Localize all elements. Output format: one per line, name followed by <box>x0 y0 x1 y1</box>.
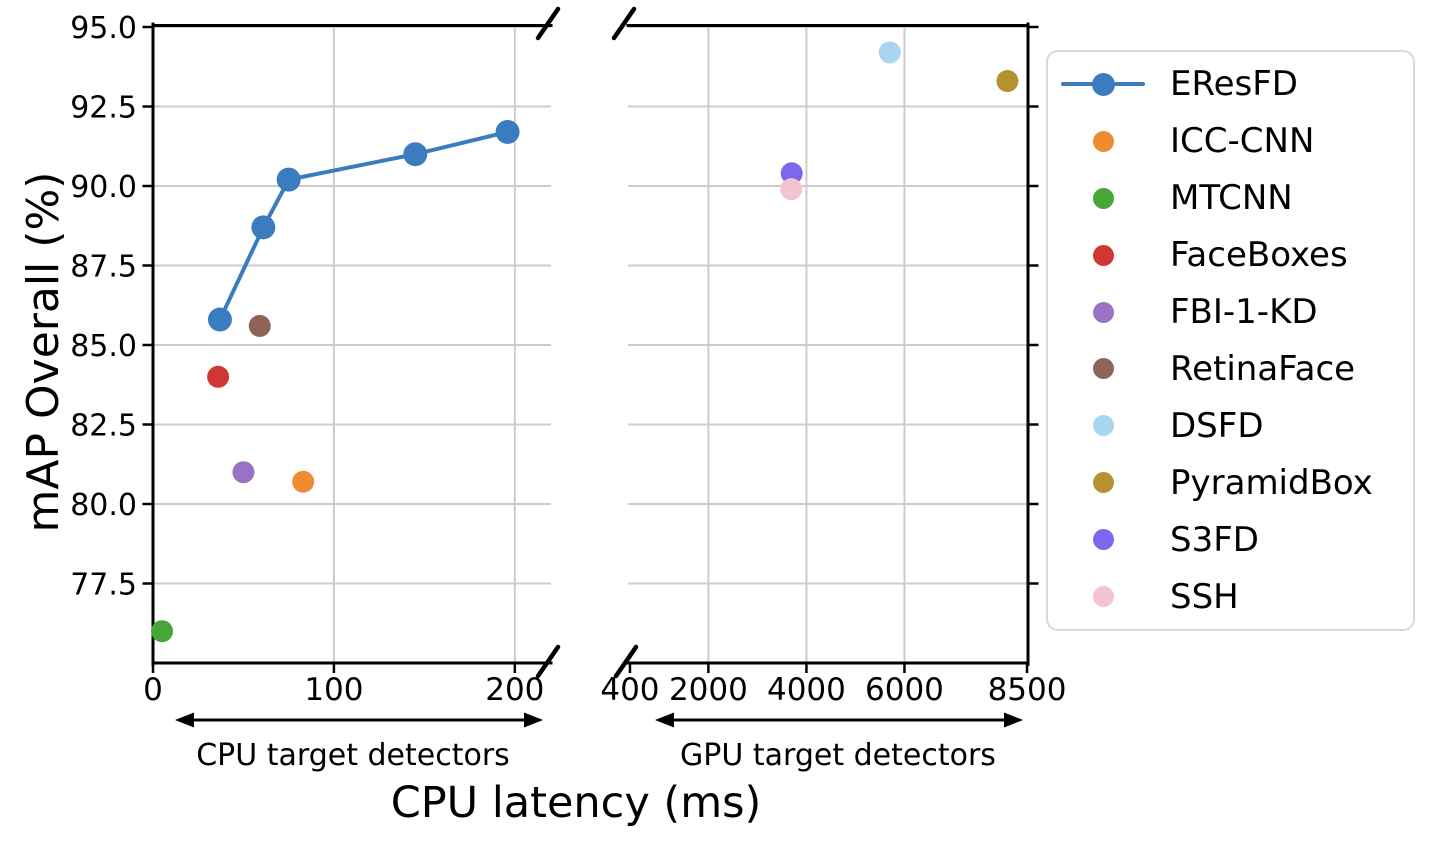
legend-dot-icon <box>1092 301 1114 323</box>
ssh-marker-icon <box>1061 585 1145 609</box>
cpu-range-arrow-head-left <box>175 712 194 728</box>
data-point-pyramidbox <box>996 70 1019 93</box>
legend-item-pyramidbox: PyramidBox <box>1048 454 1413 511</box>
data-point-eresfd <box>495 119 520 144</box>
axis-break-icon-right-bottom <box>613 644 639 679</box>
y-tick-label-82.5: 82.5 <box>70 409 137 444</box>
gpu-range-arrow-head-left <box>655 712 674 728</box>
legend-label-eresfd: EResFD <box>1170 64 1298 105</box>
cpu-range-arrow-head-right <box>524 712 543 728</box>
y-tick-label-80: 80.0 <box>70 488 137 523</box>
data-point-icc-cnn <box>292 470 315 493</box>
data-point-s3fd <box>780 162 803 185</box>
legend-item-fbi-1-kd: FBI-1-KD <box>1048 284 1413 341</box>
x-tick-label-4000: 4000 <box>767 672 846 708</box>
legend-dot-icon <box>1092 244 1114 266</box>
legend-dot-icon <box>1092 187 1114 209</box>
retinaface-marker-icon <box>1061 357 1145 381</box>
y-tick-label-95: 95.0 <box>70 11 137 46</box>
x-tick-label-400: 400 <box>600 672 659 708</box>
data-point-eresfd <box>251 215 276 240</box>
x-tick-label-0: 0 <box>143 672 163 708</box>
data-point-faceboxes <box>207 365 230 388</box>
data-point-eresfd <box>403 142 428 167</box>
legend-dot-icon <box>1092 472 1114 494</box>
faceboxes-marker-icon <box>1061 243 1145 267</box>
legend-item-s3fd: S3FD <box>1048 511 1413 568</box>
data-point-eresfd <box>207 307 232 332</box>
legend-dot-icon <box>1091 72 1115 96</box>
legend-dot-icon <box>1092 415 1114 437</box>
y-tick-label-87.5: 87.5 <box>70 250 137 285</box>
legend-item-mtcnn: MTCNN <box>1048 170 1413 227</box>
legend-label-pyramidbox: PyramidBox <box>1170 462 1373 503</box>
legend-label-icc-cnn: ICC-CNN <box>1170 121 1315 162</box>
x-tick-label-8500: 8500 <box>988 672 1067 708</box>
legend-label-retinaface: RetinaFace <box>1170 348 1356 389</box>
x-tick-label-2000: 2000 <box>669 672 748 708</box>
cpu-detectors-caption: CPU target detectors <box>196 738 510 773</box>
y-axis-title: mAP Overall (%) <box>18 171 69 533</box>
legend-label-s3fd: S3FD <box>1170 519 1259 560</box>
data-point-mtcnn <box>151 620 174 643</box>
data-point-retinaface <box>248 314 271 337</box>
y-tick-label-90: 90.0 <box>70 170 137 205</box>
axis-break-icon-left-top <box>535 6 561 41</box>
legend-label-fbi-1-kd: FBI-1-KD <box>1170 292 1318 333</box>
x-tick-label-200: 200 <box>485 672 544 708</box>
legend-item-dsfd: DSFD <box>1048 397 1413 454</box>
legend-item-ssh: SSH <box>1048 568 1413 625</box>
y-tick-label-92.5: 92.5 <box>70 91 137 126</box>
legend-label-dsfd: DSFD <box>1170 405 1264 446</box>
legend-item-retinaface: RetinaFace <box>1048 341 1413 398</box>
axis-break-icon-right-top <box>611 6 637 41</box>
left-panel-spines <box>151 22 553 666</box>
y-tick-label-85: 85.0 <box>70 329 137 364</box>
legend-dot-icon <box>1092 586 1114 608</box>
legend-label-faceboxes: FaceBoxes <box>1170 235 1348 276</box>
data-point-fbi-1-kd <box>232 461 255 484</box>
icc-cnn-marker-icon <box>1061 129 1145 153</box>
legend-item-eresfd: EResFD <box>1048 56 1413 113</box>
legend-dot-icon <box>1092 130 1114 152</box>
legend-item-icc-cnn: ICC-CNN <box>1048 113 1413 170</box>
y-tick-label-77.5: 77.5 <box>70 568 137 603</box>
eresfd-marker-icon <box>1061 72 1145 96</box>
x-axis-title: CPU latency (ms) <box>390 778 762 828</box>
legend-item-faceboxes: FaceBoxes <box>1048 227 1413 284</box>
legend-dot-icon <box>1092 358 1114 380</box>
data-point-eresfd <box>276 167 301 192</box>
fbi-1-kd-marker-icon <box>1061 300 1145 324</box>
s3fd-marker-icon <box>1061 528 1145 552</box>
pyramidbox-marker-icon <box>1061 471 1145 495</box>
mtcnn-marker-icon <box>1061 186 1145 210</box>
gpu-detectors-caption: GPU target detectors <box>680 738 996 773</box>
legend-label-ssh: SSH <box>1170 576 1239 617</box>
data-point-ssh <box>780 178 803 201</box>
x-tick-label-100: 100 <box>304 672 363 708</box>
gpu-range-arrow-head-right <box>1004 712 1023 728</box>
x-tick-label-6000: 6000 <box>865 672 944 708</box>
legend-box: EResFD ICC-CNN MTCNN FaceBoxes FBI-1-KD Retin… <box>1046 50 1415 631</box>
data-point-dsfd <box>878 41 901 64</box>
dsfd-marker-icon <box>1061 414 1145 438</box>
legend-dot-icon <box>1092 529 1114 551</box>
axis-break-icon-left-bottom <box>535 644 561 679</box>
legend-label-mtcnn: MTCNN <box>1170 178 1293 219</box>
right-panel-spines <box>626 22 1030 666</box>
